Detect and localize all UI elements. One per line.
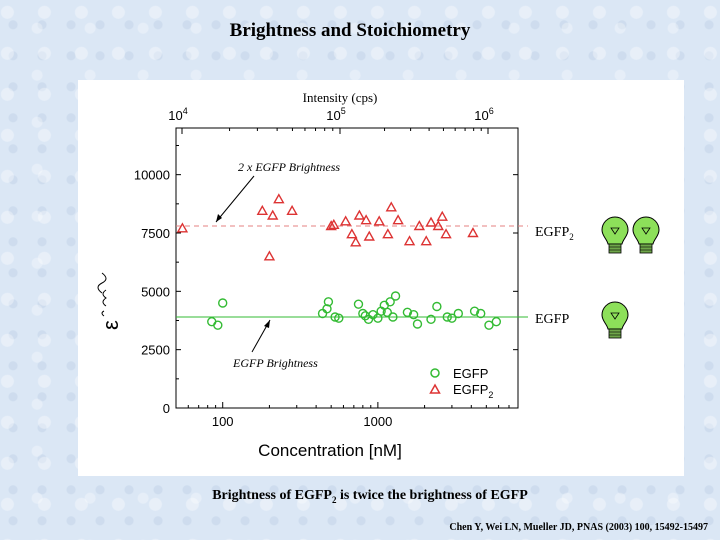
legend: EGFP EGFP2 — [429, 366, 493, 400]
egfp-point — [385, 297, 395, 307]
legend-marker-egfp — [430, 368, 440, 378]
egfp2-point — [350, 236, 362, 247]
egfp2-point — [325, 220, 337, 231]
data-points — [176, 193, 502, 330]
egfp2-point — [440, 228, 452, 239]
egfp-point — [426, 314, 436, 325]
x-tick-label: 100 — [212, 414, 234, 429]
top-axis-label: Intensity (cps) — [303, 90, 378, 105]
slide-caption: Brightness of EGFP2 is twice the brightn… — [212, 488, 528, 505]
egfp-point — [323, 297, 334, 307]
annotation-2x-egfp-brightness: 2 x EGFP Brightness — [238, 160, 340, 174]
egfp2-point — [425, 216, 437, 227]
x-axis-label: Concentration [nM] — [258, 441, 402, 460]
lightbulb-icon — [601, 216, 629, 254]
plot-frame — [175, 127, 519, 409]
x-tick-label: 1000 — [363, 414, 392, 429]
egfp2-point — [267, 209, 279, 220]
egfp2-point — [436, 210, 448, 221]
egfp-point — [408, 309, 419, 320]
egfp2-point — [403, 235, 416, 246]
y-tick-label: 2500 — [141, 343, 170, 358]
egfp-point — [390, 291, 401, 301]
legend-marker-egfp2 — [429, 383, 441, 394]
annotation-arrow-2x — [215, 175, 255, 223]
annotation-egfp-brightness: EGFP Brightness — [232, 356, 318, 370]
egfp-point — [412, 319, 423, 329]
chart-panel: Intensity (cps) 104 105 106 ε Concentratio… — [78, 80, 684, 476]
egfp2-point — [353, 209, 366, 220]
y-axis-label: ε — [98, 320, 123, 330]
top-axis-ticks: 104 105 106 — [168, 106, 494, 134]
scatter-chart: Intensity (cps) 104 105 106 ε Concentratio… — [97, 90, 660, 460]
egfp-point — [218, 298, 228, 308]
egfp2-point — [420, 235, 432, 246]
top-tick-label: 106 — [474, 106, 493, 123]
egfp2-point — [273, 193, 285, 204]
y-tick-label: 0 — [163, 401, 170, 416]
egfp2-point — [176, 222, 189, 233]
egfp2-point — [382, 228, 394, 239]
egfp-point — [432, 301, 442, 312]
egfp-point — [334, 313, 344, 323]
egfp-point — [317, 308, 328, 319]
y-axis-decoration — [97, 272, 107, 317]
y-axis-ticks: 0 2500 5000 7500 10000 — [134, 145, 518, 416]
side-label-egfp2: EGFP2 — [535, 225, 574, 242]
citation: Chen Y, Wei LN, Mueller JD, PNAS (2003) … — [449, 522, 708, 533]
annotation-arrowhead-2x — [216, 214, 222, 222]
top-tick-label: 104 — [168, 106, 187, 123]
egfp2-point — [263, 250, 276, 261]
x-axis-ticks: 100 1000 — [175, 402, 519, 429]
egfp-point — [476, 308, 486, 319]
egfp2-point — [339, 215, 352, 226]
lightbulb-icon — [632, 216, 660, 254]
egfp-point — [213, 320, 223, 330]
side-label-egfp: EGFP — [535, 312, 569, 327]
egfp2-point — [363, 230, 375, 241]
egfp-point — [358, 308, 368, 319]
egfp2-point — [373, 215, 385, 226]
egfp-point — [322, 304, 332, 314]
egfp2-point — [413, 220, 426, 231]
egfp2-point — [286, 204, 298, 216]
egfp-point — [491, 316, 502, 327]
egfp-point — [484, 320, 494, 330]
y-tick-label: 7500 — [141, 226, 170, 241]
egfp2-point — [346, 228, 358, 239]
egfp2-point — [432, 220, 444, 231]
y-tick-label: 10000 — [134, 168, 170, 183]
egfp-point — [388, 312, 398, 322]
egfp2-point — [256, 204, 269, 216]
egfp-point — [442, 312, 452, 322]
legend-label-egfp: EGFP — [453, 366, 488, 381]
legend-label-egfp2: EGFP2 — [453, 382, 493, 400]
egfp2-point — [392, 214, 404, 225]
egfp-point — [447, 313, 457, 323]
y-tick-label: 5000 — [141, 284, 170, 299]
egfp2-point — [467, 227, 479, 238]
egfp-point — [469, 306, 480, 316]
egfp2-point — [360, 214, 372, 225]
slide-title: Brightness and Stoichiometry — [229, 20, 471, 41]
egfp-point — [353, 299, 364, 309]
annotation-arrowhead-egfp — [264, 320, 270, 328]
egfp2-point — [328, 218, 340, 230]
lightbulb-icon — [601, 301, 629, 339]
egfp-point — [402, 307, 413, 318]
top-tick-label: 105 — [326, 106, 345, 123]
egfp2-point — [385, 201, 397, 212]
egfp-point — [453, 308, 464, 319]
egfp-point — [382, 307, 392, 318]
